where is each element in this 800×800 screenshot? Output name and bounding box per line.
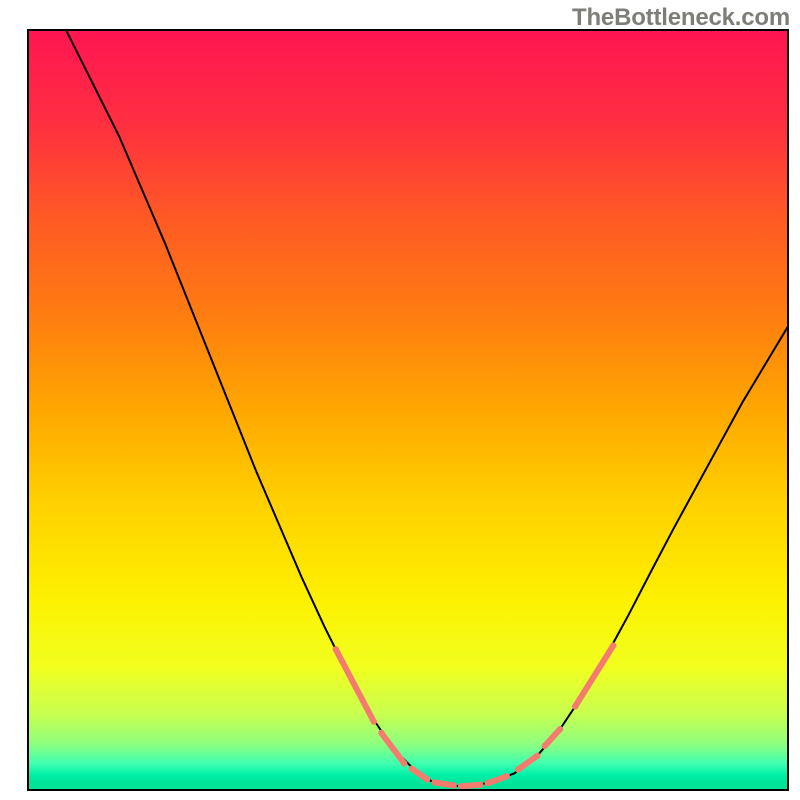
bottleneck-chart: TheBottleneck.com bbox=[0, 0, 800, 800]
overlay-marker bbox=[458, 783, 464, 789]
overlay-marker bbox=[572, 703, 578, 709]
overlay-marker bbox=[542, 743, 548, 749]
watermark-text: TheBottleneck.com bbox=[572, 4, 790, 32]
overlay-marker bbox=[477, 781, 483, 787]
overlay-marker bbox=[401, 760, 407, 766]
overlay-marker bbox=[515, 766, 521, 772]
overlay-marker bbox=[378, 730, 384, 736]
overlay-marker bbox=[333, 646, 339, 652]
overlay-marker bbox=[409, 766, 415, 772]
overlay-marker bbox=[431, 779, 437, 785]
overlay-marker bbox=[371, 718, 377, 724]
overlay-marker bbox=[450, 782, 456, 788]
overlay-marker bbox=[424, 776, 430, 782]
overlay-marker bbox=[557, 726, 563, 732]
chart-background-gradient bbox=[28, 30, 788, 790]
overlay-marker bbox=[534, 753, 540, 759]
overlay-marker bbox=[610, 642, 616, 648]
chart-svg bbox=[0, 0, 800, 800]
overlay-marker bbox=[504, 773, 510, 779]
overlay-marker bbox=[485, 780, 491, 786]
